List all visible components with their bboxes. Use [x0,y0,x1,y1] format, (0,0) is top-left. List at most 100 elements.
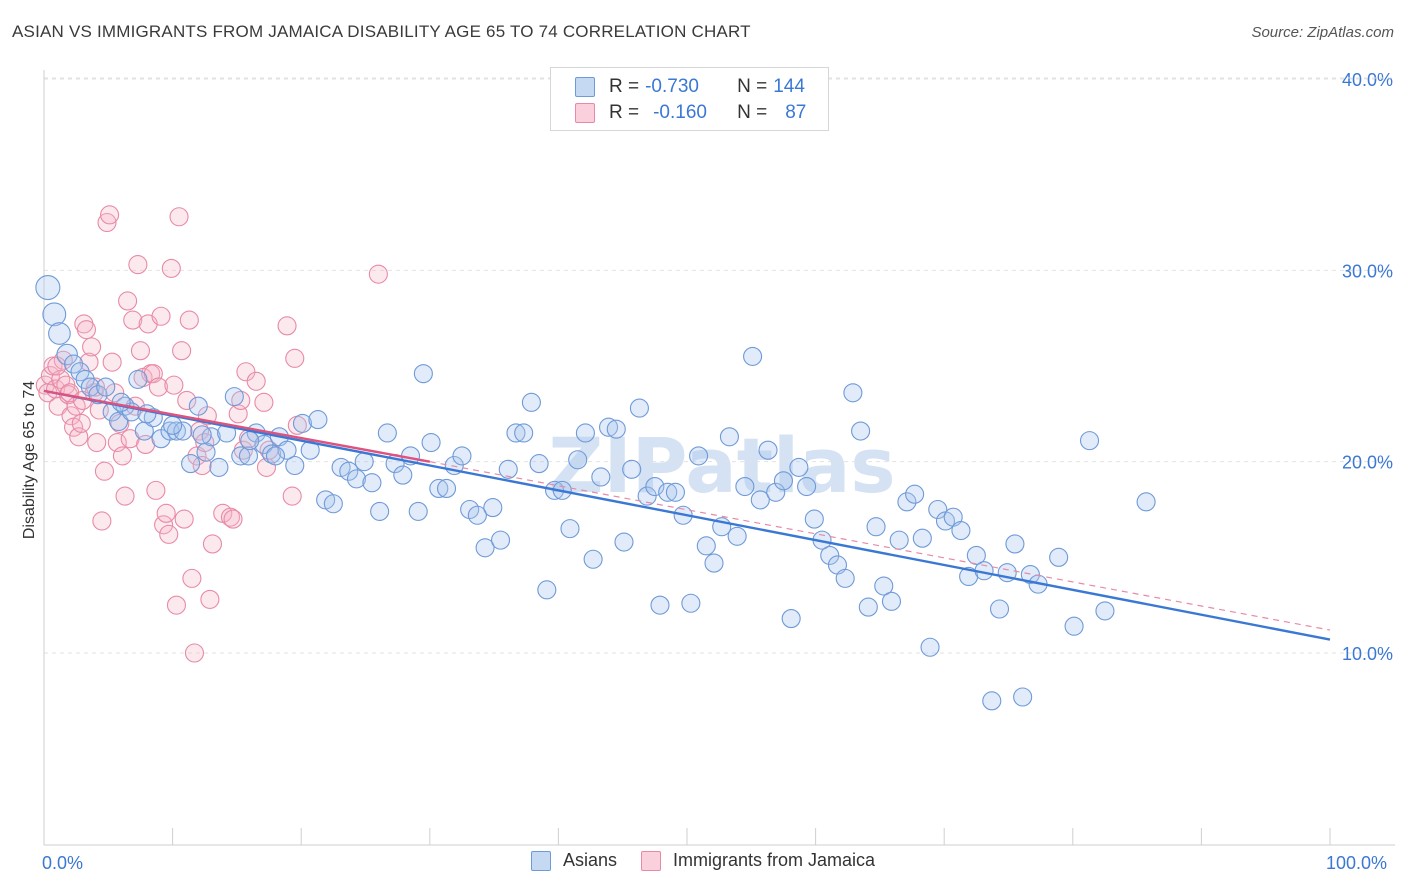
point-asians [858,597,878,617]
point-jamaica [123,310,143,330]
point-jamaica [246,371,266,391]
point-asians [614,532,634,552]
point-asians [727,526,747,546]
point-asians [689,446,709,466]
point-asians [665,482,685,502]
point-asians [188,396,208,416]
point-asians [881,591,902,611]
point-asians [308,410,328,430]
point-asians [209,457,229,477]
series-label-asians: Asians [562,850,617,870]
point-asians [292,413,313,433]
legend-n-label: N = [737,102,768,123]
point-asians [835,568,855,588]
point-asians [568,450,588,470]
point-asians [804,509,824,529]
point-asians [192,425,212,445]
point-asians [436,478,457,499]
point-asians [591,467,611,487]
point-jamaica [128,255,148,275]
point-asians [254,434,274,454]
legend-row-jamaica: R = -0.160 N = 87 [575,101,806,125]
point-asians [681,593,701,613]
point-jamaica [202,534,223,554]
point-asians [537,580,557,600]
series-legend-asians: Asians [530,850,617,871]
point-asians [377,423,397,443]
point-asians [475,538,495,558]
point-asians [622,459,642,479]
legend-r-value: -0.160 [653,102,707,123]
point-asians [323,494,343,514]
legend-n-value: 144 [773,76,805,97]
point-asians [1064,616,1084,636]
point-asians [928,499,948,520]
point-asians [874,576,894,596]
y-axis-title: Disability Age 65 to 74 [21,380,38,540]
point-jamaica [61,406,81,426]
point-jamaica [177,390,197,410]
point-asians [982,691,1002,711]
point-jamaica [148,377,169,397]
legend-swatch-jamaica [575,103,595,123]
point-asians [750,490,770,510]
legend-r-value: -0.730 [645,76,699,97]
point-jamaica [184,643,205,663]
point-asians [758,440,778,460]
point-asians [897,492,917,512]
point-asians [966,545,986,565]
point-asians [285,455,305,476]
point-asians [851,421,871,441]
trendline-asians [43,389,1331,641]
point-asians [1095,601,1115,621]
point-asians [354,452,374,472]
point-jamaica [285,348,305,368]
point-asians [1020,565,1040,585]
point-asians [467,505,487,525]
point-jamaica [100,205,120,225]
legend-r-label: R = [609,76,640,97]
point-jamaica [282,486,302,506]
point-jamaica [200,589,220,609]
point-jamaica [154,515,174,535]
trendline-jamaica-extended [429,461,1331,631]
point-asians [413,364,433,384]
legend-swatch-asians [575,77,595,97]
point-jamaica [115,486,135,506]
point-jamaica [97,212,117,233]
point-asians [80,377,100,397]
point-asians [111,392,131,412]
x-tick-label-min: 0.0% [42,853,84,873]
point-asians [650,595,670,615]
point-asians [362,473,382,493]
point-asians [128,369,148,389]
point-asians [575,423,595,443]
point-asians [42,302,67,327]
point-jamaica [182,568,202,588]
point-asians [658,482,678,502]
point-asians [606,419,626,439]
point-jamaica [130,341,150,361]
point-jamaica [161,258,181,278]
point-jamaica [112,446,132,466]
point-asians [514,423,534,443]
point-asians [583,549,603,569]
point-asians [735,476,755,497]
point-jamaica [94,461,114,481]
point-asians [265,446,286,466]
point-asians [173,421,193,441]
point-asians [920,637,940,657]
point-asians [781,609,801,629]
point-asians [521,392,541,412]
point-jamaica [169,207,189,227]
point-asians [238,446,259,466]
point-asians [1136,492,1156,512]
point-asians [889,530,909,550]
point-asians [704,553,724,573]
point-asians [166,421,187,441]
point-asians [645,476,665,497]
source-label: Source: ZipAtlas.com [1251,24,1394,41]
chart-title: ASIAN VS IMMIGRANTS FROM JAMAICA DISABIL… [12,22,751,41]
series-swatch-asians [530,850,551,871]
